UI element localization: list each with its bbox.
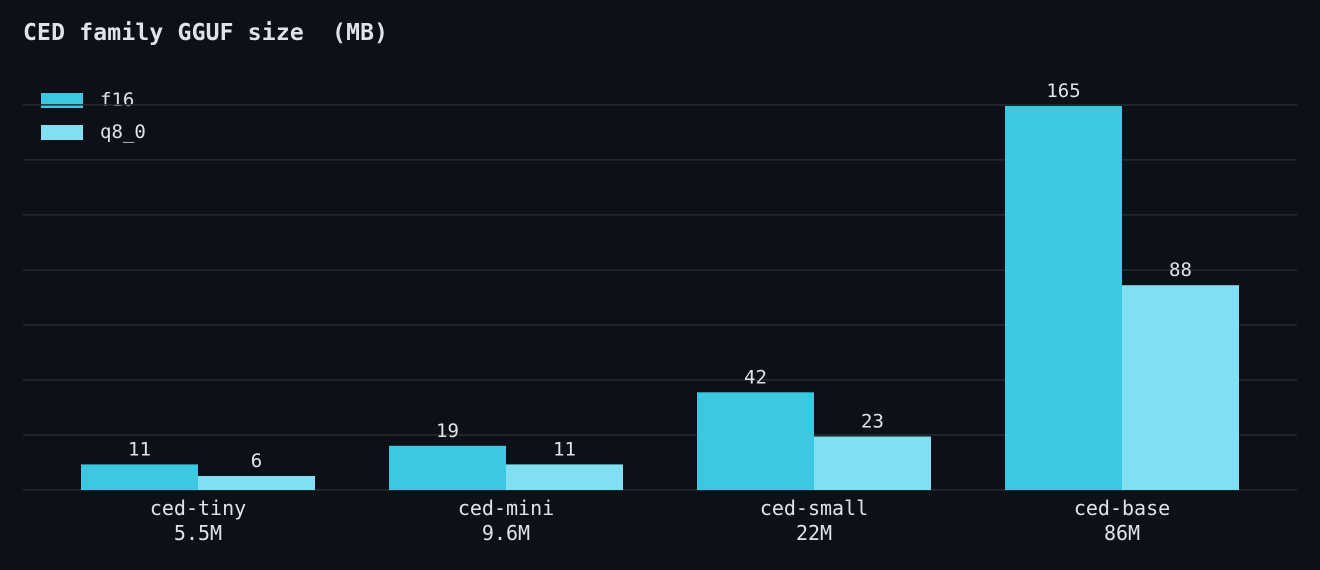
x-tick-sublabel-ced-base: 86M [1104,521,1140,545]
bar-q8_0-ced-small [814,436,931,490]
chart-title: CED family GGUF size (MB) [23,20,389,46]
bar-f16-ced-base [1005,106,1122,490]
legend-item-q8_0: q8_0 [41,116,146,148]
legend-swatch-f16 [41,92,83,108]
legend-swatch-q8_0 [41,124,83,140]
bar-f16-ced-mini [389,445,506,490]
x-tick-sublabel-ced-small: 22M [796,521,832,545]
x-tick-label-ced-tiny: ced-tiny [150,496,246,520]
x-tick-label-ced-base: ced-base [1074,496,1170,520]
data-label-q8_0-ced-base: 88 [1169,259,1192,281]
data-label-q8_0-ced-small: 23 [861,411,884,433]
data-label-f16-ced-base: 165 [1046,80,1080,102]
data-label-q8_0-ced-tiny: 6 [251,450,262,472]
x-tick-label-ced-small: ced-small [760,496,868,520]
bar-q8_0-ced-base [1122,285,1239,490]
bar-q8_0-ced-mini [506,464,623,490]
x-tick-label-ced-mini: ced-mini [458,496,554,520]
data-label-q8_0-ced-mini: 11 [553,438,576,460]
bar-f16-ced-small [697,392,814,490]
data-label-f16-ced-small: 42 [744,366,767,388]
bar-q8_0-ced-tiny [198,476,315,490]
data-label-f16-ced-mini: 19 [436,420,459,442]
x-tick-sublabel-ced-mini: 9.6M [482,521,530,545]
bar-f16-ced-tiny [81,464,198,490]
legend-label-q8_0: q8_0 [100,121,146,143]
data-label-f16-ced-tiny: 11 [128,438,151,460]
x-tick-sublabel-ced-tiny: 5.5M [174,521,222,545]
